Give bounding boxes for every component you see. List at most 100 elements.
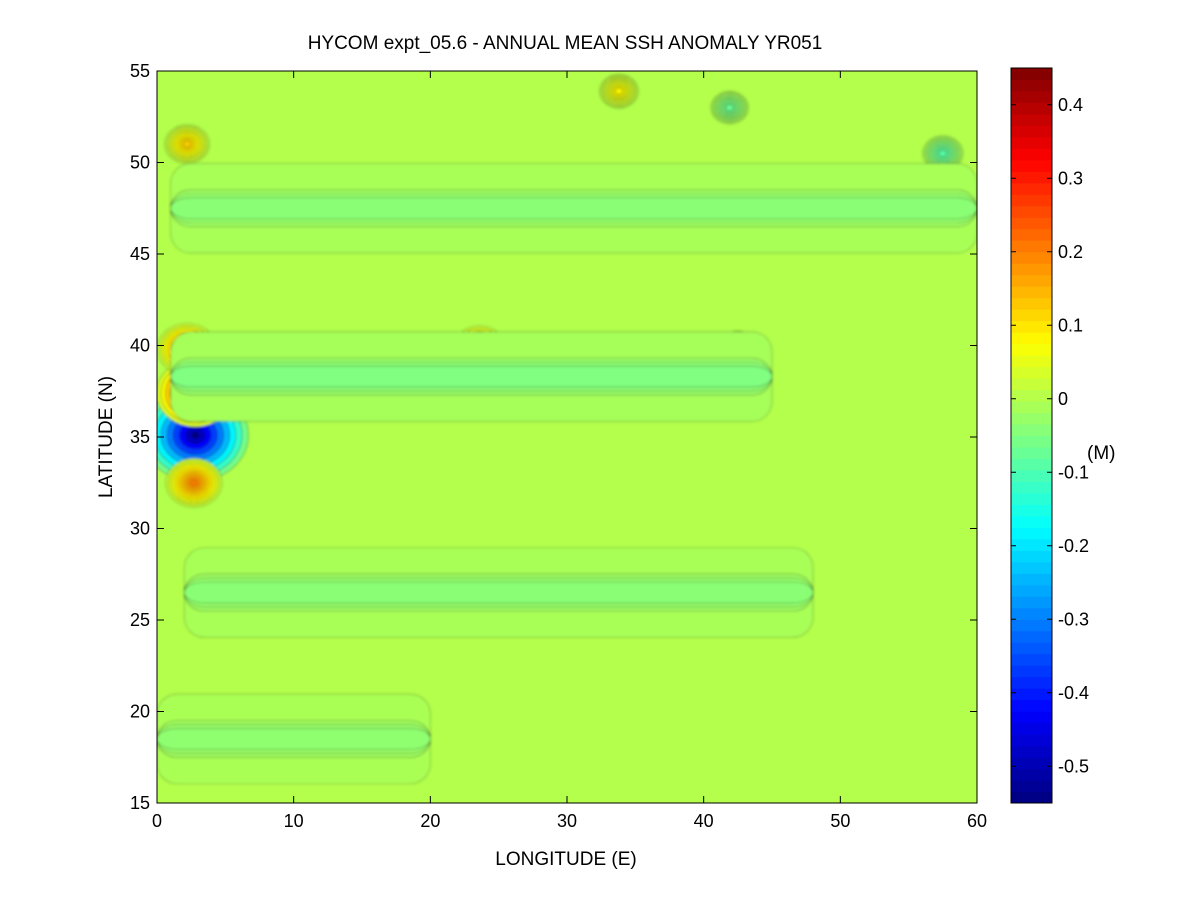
colorbar-segment	[1011, 90, 1052, 103]
y-tick-label: 15	[130, 793, 150, 813]
colorbar-segment	[1011, 366, 1052, 379]
y-axis: 15 20 25 30 35 40 45 50 55	[130, 61, 977, 813]
field-feature-4	[164, 124, 210, 164]
field-feature-3	[165, 458, 223, 508]
y-tick-label: 45	[130, 244, 150, 264]
x-tick-label: 30	[557, 811, 577, 831]
colorbar-segment	[1011, 240, 1052, 253]
colorbar-tick-label: 0.3	[1058, 168, 1083, 188]
y-tick-label: 55	[130, 61, 150, 81]
colorbar	[1011, 68, 1052, 804]
colorbar-segment	[1011, 251, 1052, 264]
colorbar-tick-label: 0.1	[1058, 315, 1083, 335]
x-tick-label: 60	[967, 811, 987, 831]
plot-area	[157, 71, 977, 803]
colorbar-segment	[1011, 355, 1052, 368]
eddy-contour-8	[190, 479, 198, 487]
colorbar-segment	[1011, 458, 1052, 471]
ssh-field	[157, 73, 977, 785]
band-level-3	[157, 728, 431, 750]
colorbar-segment	[1011, 378, 1052, 391]
colorbar-segment	[1011, 665, 1052, 678]
y-tick-label: 20	[130, 702, 150, 722]
colorbar-segment	[1011, 642, 1052, 655]
colorbar-segment	[1011, 676, 1052, 689]
colorbar-ticks: 0.4 0.3 0.2 0.1 0 -0.1 -0.2 -0.3 -0.4 -0.5	[1011, 95, 1089, 776]
eddy-contour-8	[615, 87, 623, 95]
field-feature-12	[599, 73, 639, 109]
colorbar-segment	[1011, 182, 1052, 195]
colorbar-segment	[1011, 550, 1052, 563]
colorbar-tick-label: 0.2	[1058, 242, 1083, 262]
eddy-contour-8	[191, 431, 200, 439]
colorbar-segment	[1011, 699, 1052, 712]
colorbar-segment	[1011, 205, 1052, 218]
chart-title: HYCOM expt_05.6 - ANNUAL MEAN SSH ANOMAL…	[308, 33, 823, 54]
colorbar-segment	[1011, 401, 1052, 414]
colorbar-segment	[1011, 171, 1052, 184]
colorbar-tick-label: -0.1	[1058, 462, 1089, 482]
colorbar-segment	[1011, 619, 1052, 632]
y-tick-label: 50	[130, 153, 150, 173]
y-tick-label: 40	[130, 336, 150, 356]
colorbar-segment	[1011, 711, 1052, 724]
x-tick-label: 40	[694, 811, 714, 831]
colorbar-segment	[1011, 734, 1052, 747]
colorbar-segment	[1011, 653, 1052, 666]
x-tick-label: 0	[152, 811, 162, 831]
colorbar-tick-label: -0.2	[1058, 536, 1089, 556]
colorbar-segment	[1011, 102, 1052, 115]
colorbar-segment	[1011, 722, 1052, 735]
field-feature-16	[170, 163, 977, 254]
colorbar-segment	[1011, 389, 1052, 402]
band-level-3	[184, 581, 814, 604]
field-feature-13	[710, 91, 749, 125]
colorbar-segment	[1011, 228, 1052, 241]
colorbar-segment	[1011, 504, 1052, 517]
colorbar-segment	[1011, 791, 1052, 804]
colorbar-segment	[1011, 780, 1052, 793]
colorbar-segment	[1011, 274, 1052, 287]
colorbar-segment	[1011, 424, 1052, 436]
field-feature-17	[184, 547, 814, 638]
colorbar-segment	[1011, 297, 1052, 310]
colorbar-segment	[1011, 343, 1052, 356]
colorbar-segment	[1011, 263, 1052, 276]
colorbar-tick-label: -0.5	[1058, 756, 1089, 776]
y-tick-label: 25	[130, 610, 150, 630]
colorbar-segment	[1011, 469, 1052, 482]
colorbar-segment	[1011, 538, 1052, 551]
colorbar-segment	[1011, 745, 1052, 758]
colorbar-segment	[1011, 320, 1052, 333]
x-axis-label: LONGITUDE (E)	[495, 849, 636, 870]
colorbar-segment	[1011, 446, 1052, 459]
colorbar-tick-label: -0.3	[1058, 609, 1089, 629]
colorbar-segment	[1011, 194, 1052, 207]
colorbar-segment	[1011, 561, 1052, 574]
colorbar-segment	[1011, 757, 1052, 770]
eddy-contour-8	[183, 140, 191, 148]
colorbar-segment	[1011, 332, 1052, 345]
colorbar-label: (M)	[1087, 443, 1115, 464]
colorbar-segment	[1011, 113, 1052, 126]
x-axis: 0 10 20 30 40 50 60	[152, 71, 987, 831]
colorbar-segment	[1011, 159, 1052, 172]
colorbar-tick-label: 0	[1058, 389, 1068, 409]
colorbar-segment	[1011, 136, 1052, 149]
colorbar-segment	[1011, 125, 1052, 138]
colorbar-segment	[1011, 481, 1052, 494]
y-tick-label: 35	[130, 427, 150, 447]
colorbar-segment	[1011, 596, 1052, 609]
colorbar-segment	[1011, 286, 1052, 299]
colorbar-segment	[1011, 435, 1052, 448]
band-level-3	[170, 365, 773, 388]
colorbar-segment	[1011, 412, 1052, 425]
colorbar-segment	[1011, 79, 1052, 92]
colorbar-segment	[1011, 527, 1052, 540]
colorbar-frame	[1010, 67, 1053, 804]
field-feature-15	[170, 331, 773, 422]
colorbar-segment	[1011, 607, 1052, 620]
colorbar-segment	[1011, 584, 1052, 597]
colorbar-segment	[1011, 630, 1052, 643]
